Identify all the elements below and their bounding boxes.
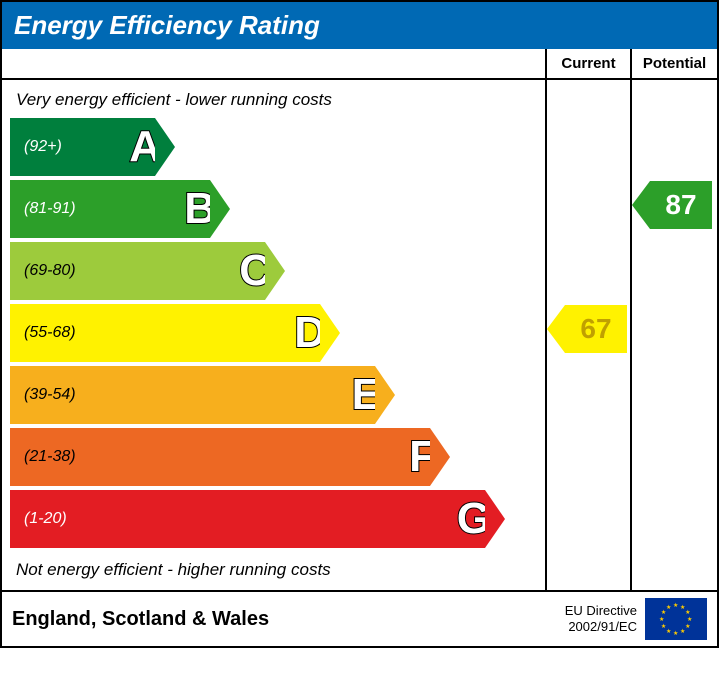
caption-bottom: Not energy efficient - higher running co… (10, 552, 537, 584)
band-a: (92+) A (10, 118, 537, 176)
directive-line1: EU Directive (565, 603, 637, 619)
directive-line2: 2002/91/EC (565, 619, 637, 635)
band-range-d: (55-68) (10, 324, 76, 342)
band-d: (55-68) D (10, 304, 537, 362)
band-range-a: (92+) (10, 138, 62, 156)
band-range-g: (1-20) (10, 510, 67, 528)
band-g: (1-20) G (10, 490, 537, 548)
current-pointer: 67 (565, 305, 627, 353)
column-header-current: Current (547, 49, 632, 78)
band-f: (21-38) F (10, 428, 537, 486)
column-header-potential: Potential (632, 49, 717, 78)
band-range-c: (69-80) (10, 262, 76, 280)
potential-value: 87 (665, 189, 696, 221)
column-header-row: Current Potential (2, 49, 717, 80)
band-range-b: (81-91) (10, 200, 76, 218)
region-label: England, Scotland & Wales (12, 608, 269, 631)
band-letter-a: A (129, 122, 161, 172)
directive-box: EU Directive 2002/91/EC ★★★★★★★★★★★★ (565, 598, 707, 640)
title-bar: Energy Efficiency Rating (2, 2, 717, 49)
band-letter-f: F (409, 432, 436, 482)
band-letter-g: G (457, 494, 491, 544)
band-bar-g: (1-20)G (10, 490, 485, 548)
directive-text: EU Directive 2002/91/EC (565, 603, 637, 634)
band-letter-d: D (294, 308, 326, 358)
current-value: 67 (580, 313, 611, 345)
bands-area: Very energy efficient - lower running co… (2, 80, 547, 590)
epc-chart: Energy Efficiency Rating Current Potenti… (0, 0, 719, 648)
band-bar-f: (21-38)F (10, 428, 430, 486)
band-bar-b: (81-91)B (10, 180, 210, 238)
potential-column: 87 (632, 80, 717, 590)
band-range-f: (21-38) (10, 448, 76, 466)
band-c: (69-80) C (10, 242, 537, 300)
band-letter-e: E (352, 370, 381, 420)
footer: England, Scotland & Wales EU Directive 2… (2, 590, 717, 646)
band-letter-c: C (239, 246, 271, 296)
caption-top: Very energy efficient - lower running co… (10, 86, 537, 118)
band-bar-a: (92+)A (10, 118, 155, 176)
band-e: (39-54) E (10, 366, 537, 424)
band-bar-e: (39-54)E (10, 366, 375, 424)
chart-body: Very energy efficient - lower running co… (2, 80, 717, 590)
band-bar-d: (55-68)D (10, 304, 320, 362)
chart-title: Energy Efficiency Rating (14, 10, 320, 40)
band-range-e: (39-54) (10, 386, 76, 404)
band-b: (81-91) B (10, 180, 537, 238)
header-spacer (2, 49, 547, 78)
eu-flag-icon: ★★★★★★★★★★★★ (645, 598, 707, 640)
band-letter-b: B (184, 184, 216, 234)
current-column: 67 (547, 80, 632, 590)
potential-pointer: 87 (650, 181, 712, 229)
band-bar-c: (69-80)C (10, 242, 265, 300)
